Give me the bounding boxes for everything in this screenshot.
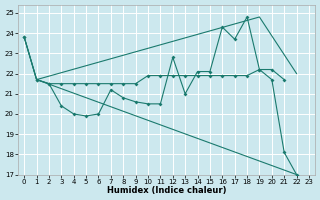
- X-axis label: Humidex (Indice chaleur): Humidex (Indice chaleur): [107, 186, 226, 195]
